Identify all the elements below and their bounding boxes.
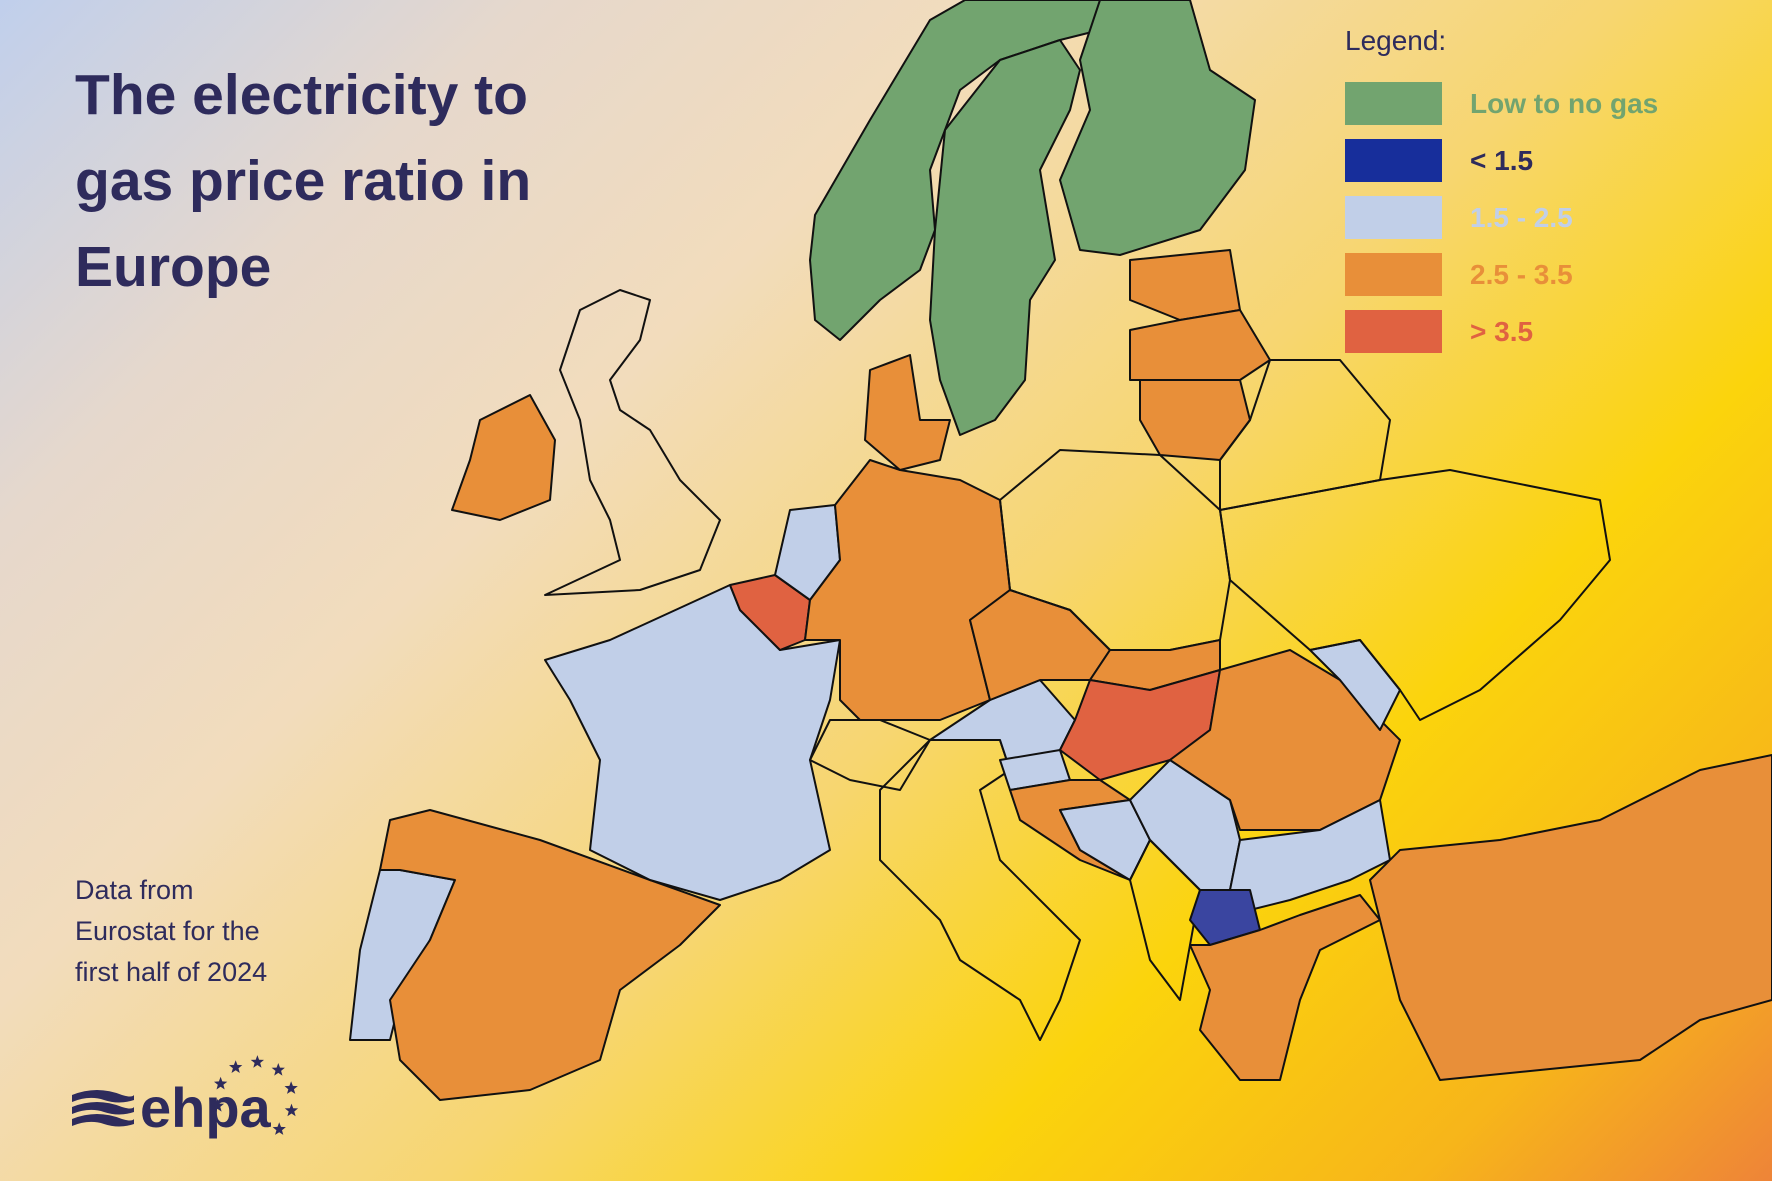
country-ireland	[451, 394, 556, 521]
country-norway	[809, 0, 1106, 341]
country-denmark	[864, 354, 951, 471]
legend-item-none: Low to no gas	[1345, 75, 1658, 132]
country-switzerland	[809, 719, 931, 791]
country-sweden	[929, 39, 1081, 436]
legend-swatch	[1345, 82, 1442, 125]
country-ukraine	[1219, 469, 1611, 721]
legend-item-gt35: > 3.5	[1345, 303, 1658, 360]
legend-label: 1.5 - 2.5	[1470, 201, 1573, 233]
country-spain	[379, 809, 721, 1101]
country-lithuania	[1139, 379, 1251, 461]
legend-label: < 1.5	[1470, 144, 1534, 176]
page-title: The electricity to gas price ratio in Eu…	[75, 63, 532, 299]
eu-stars-icon	[210, 1055, 299, 1135]
country-latvia	[1129, 309, 1271, 381]
country-turkey	[1369, 754, 1772, 1081]
country-united-kingdom	[544, 289, 721, 596]
legend-swatch	[1345, 253, 1442, 296]
country-germany	[804, 459, 1011, 721]
legend-item-25_35: 2.5 - 3.5	[1345, 246, 1658, 303]
legend-swatch	[1345, 196, 1442, 239]
legend-label: > 3.5	[1470, 315, 1534, 347]
country-romania	[1169, 649, 1401, 831]
country-estonia	[1129, 249, 1241, 321]
country-greece	[1189, 894, 1381, 1081]
legend-item-lt15: < 1.5	[1345, 132, 1658, 189]
waves-icon	[72, 1090, 134, 1127]
country-finland	[1059, 0, 1256, 256]
legend-item-15_25: 1.5 - 2.5	[1345, 189, 1658, 246]
legend-swatch	[1345, 139, 1442, 182]
legend-title: Legend:	[1345, 25, 1447, 56]
source-note: Data from Eurostat for the first half of…	[75, 875, 268, 987]
logo-text: ehpa	[140, 1076, 272, 1139]
legend-swatch	[1345, 310, 1442, 353]
legend-label: Low to no gas	[1470, 87, 1659, 119]
legend-label: 2.5 - 3.5	[1470, 258, 1573, 290]
country-belarus	[1219, 359, 1391, 511]
legend: Legend: Low to no gas < 1.5 1.5 - 2.5 2.5 -…	[1345, 25, 1658, 360]
ehpa-logo: ehpa	[72, 1055, 299, 1139]
